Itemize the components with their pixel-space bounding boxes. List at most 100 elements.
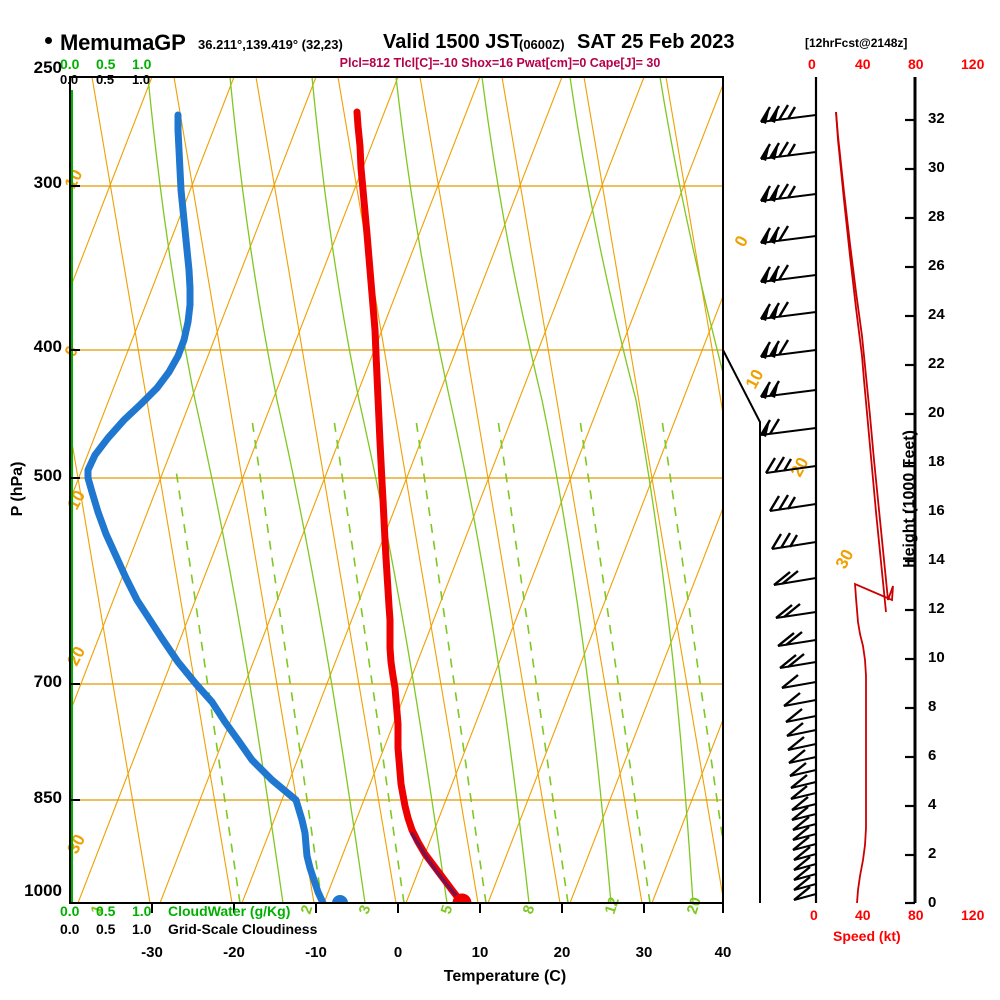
pressure-tick-300: 300 — [33, 173, 62, 192]
temperature-tick-marks — [151, 903, 724, 913]
speed-tick-bot-40: 40 — [855, 907, 871, 923]
valid-time-utc: (0600Z) — [519, 37, 565, 52]
mixing-ratio-lines — [175, 419, 723, 903]
valid-date: SAT 25 Feb 2023 — [577, 31, 735, 53]
wind-speed-curve-upper — [835, 111, 887, 613]
cloudiness-tick-top-2: 1.0 — [132, 72, 151, 87]
height-tick-20: 20 — [928, 404, 945, 421]
temperature-tick--30: -30 — [141, 944, 163, 961]
pressure-axis-label: P (hPa) — [9, 461, 26, 517]
svg-text:0: 0 — [731, 233, 752, 250]
isotherm-lines — [70, 77, 723, 903]
temperature-tick-0: 0 — [393, 944, 403, 961]
svg-text:10: 10 — [742, 366, 768, 392]
speed-tick-bot-120: 120 — [961, 907, 985, 923]
temperature-tick--20: -20 — [223, 944, 245, 961]
skewt-gridlines — [70, 77, 723, 903]
wind-speed-curve — [835, 111, 894, 904]
pressure-tick-400: 400 — [33, 337, 62, 356]
temperature-curve — [353, 108, 466, 903]
svg-text:20: 20 — [684, 895, 705, 916]
cloudwater-tick-top-2: 1.0 — [132, 56, 152, 72]
svg-text:12: 12 — [602, 895, 623, 916]
svg-text:5: 5 — [438, 903, 457, 916]
cloudwater-tick-bot-1: 0.5 — [96, 903, 116, 919]
temperature-tick-40: 40 — [714, 944, 732, 961]
cloudiness-tick-top-1: 0.5 — [96, 72, 115, 87]
temperature-tick-10: 10 — [471, 944, 489, 961]
valid-time: Valid 1500 JST — [383, 31, 522, 53]
height-tick-marks — [905, 118, 915, 905]
cloudwater-tick-bot-0: 0.0 — [60, 903, 80, 919]
cloudiness-tick-bot-1: 0.5 — [96, 921, 116, 937]
height-tick-14: 14 — [928, 551, 945, 568]
svg-text:2: 2 — [298, 903, 317, 916]
dry-adiabat-lines — [70, 77, 723, 903]
height-tick-16: 16 — [928, 502, 945, 519]
height-tick-18: 18 — [928, 453, 945, 470]
height-tick-6: 6 — [928, 747, 937, 764]
wind-barb-panel — [722, 77, 818, 903]
svg-text:-20: -20 — [61, 643, 89, 674]
height-tick-26: 26 — [928, 257, 945, 274]
height-tick-10: 10 — [928, 649, 945, 666]
sounding-stats-line: Plcl=812 Tlcl[C]=-10 Shox=16 Pwat[cm]=0 … — [339, 56, 661, 70]
temperature-tick-30: 30 — [635, 944, 653, 961]
height-tick-2: 2 — [928, 845, 937, 862]
isotherm-value-labels: -30 -20 -10 0 10 0 10 20 30 — [61, 166, 858, 862]
station-coordinates: 36.211°,139.419° (32,23) — [198, 37, 343, 52]
station-name: MemumaGP — [60, 30, 186, 55]
pressure-tick-500: 500 — [33, 466, 62, 485]
parcel-curve — [410, 832, 462, 902]
surface-dewpoint-dot — [332, 895, 348, 903]
cloudiness-axis-label: Grid-Scale Cloudiness — [168, 921, 318, 937]
temperature-tick--10: -10 — [305, 944, 327, 961]
pressure-tick-700: 700 — [33, 672, 62, 691]
surface-temperature-dot — [452, 893, 472, 903]
moist-adiabat-lines — [147, 77, 723, 903]
temperature-axis-label: Temperature (C) — [443, 968, 567, 985]
wind-barbs — [759, 104, 817, 901]
height-tick-12: 12 — [928, 600, 945, 617]
sounding-curves — [70, 90, 472, 903]
cloudwater-tick-bot-2: 1.0 — [132, 903, 152, 919]
speed-tick-top-80: 80 — [908, 56, 924, 72]
height-axis-label: Height (1000 Feet) — [901, 430, 918, 568]
wind-panel-boundary — [722, 349, 761, 903]
pressure-tick-marks — [70, 76, 80, 904]
height-tick-24: 24 — [928, 306, 945, 323]
svg-text:3: 3 — [356, 903, 375, 916]
speed-tick-bot-80: 80 — [908, 907, 924, 923]
cloudwater-axis-label: CloudWater (g/Kg) — [168, 903, 291, 919]
height-tick-4: 4 — [928, 796, 937, 813]
cloudiness-tick-top-0: 0.0 — [60, 72, 79, 87]
speed-tick-top-120: 120 — [961, 56, 985, 72]
speed-tick-top-0: 0 — [808, 56, 816, 72]
forecast-tag: [12hrFcst@2148z] — [805, 36, 908, 50]
height-tick-28: 28 — [928, 208, 945, 225]
height-tick-30: 30 — [928, 159, 945, 176]
height-tick-22: 22 — [928, 355, 945, 372]
height-tick-0: 0 — [928, 894, 937, 911]
speed-axis-label: Speed (kt) — [833, 928, 901, 944]
cloudiness-tick-bot-0: 0.0 — [60, 921, 80, 937]
height-tick-8: 8 — [928, 698, 937, 715]
pressure-tick-1000: 1000 — [24, 881, 62, 900]
cloudwater-tick-top-1: 0.5 — [96, 56, 116, 72]
cloudiness-tick-bot-2: 1.0 — [132, 921, 152, 937]
height-speed-panel — [835, 77, 917, 905]
svg-text:8: 8 — [520, 903, 539, 916]
svg-text:-30: -30 — [61, 831, 89, 862]
cloudwater-tick-top-0: 0.0 — [60, 56, 80, 72]
dewpoint-curve — [84, 111, 327, 903]
skewt-frame — [69, 76, 724, 904]
figure-header: MemumaGP 36.211°,139.419° (32,23) Valid … — [0, 27, 1000, 55]
speed-tick-bot-0: 0 — [810, 907, 818, 923]
height-tick-32: 32 — [928, 110, 945, 127]
svg-text:10: 10 — [61, 166, 87, 192]
svg-text:30: 30 — [832, 546, 858, 572]
svg-text:-10: -10 — [61, 487, 89, 518]
pressure-tick-850: 850 — [33, 788, 62, 807]
